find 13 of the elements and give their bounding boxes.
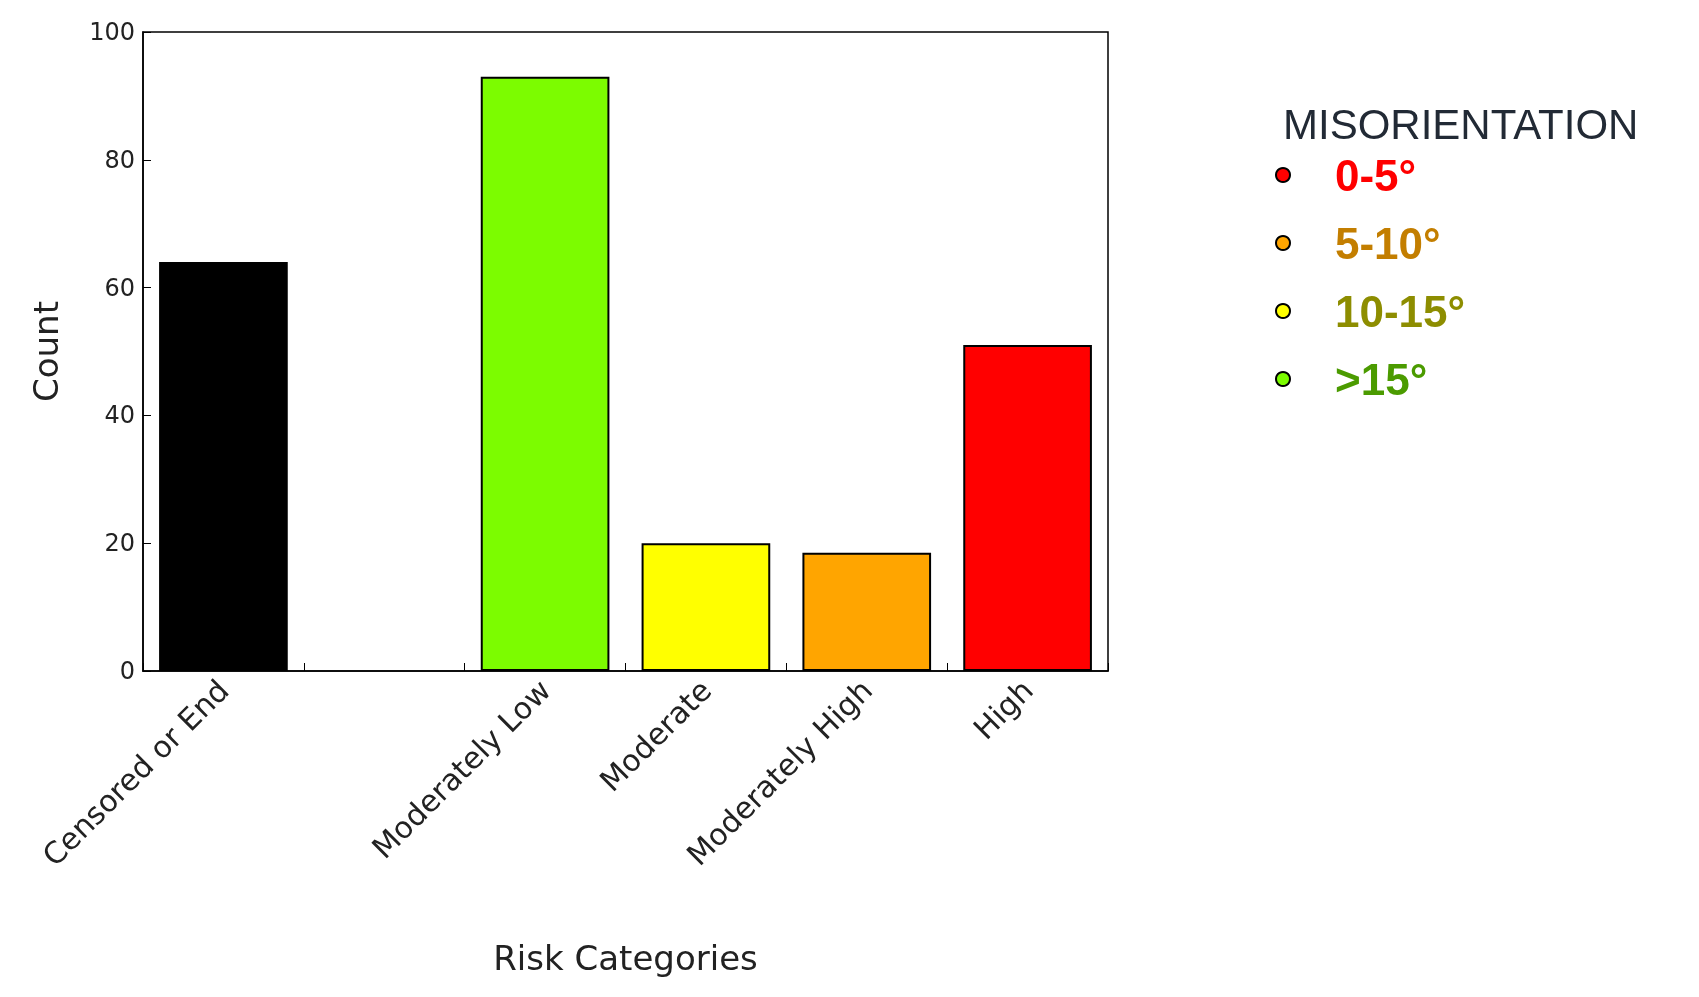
y-tick-label: 80 <box>104 145 135 174</box>
y-tick-label: 40 <box>104 401 135 430</box>
y-tick-label: 0 <box>119 657 135 685</box>
legend-label: 0-5° <box>1335 150 1417 200</box>
x-axis-title: Risk Categories <box>493 938 758 978</box>
legend-label: >15° <box>1335 354 1428 404</box>
legend-label: 5-10° <box>1335 218 1441 268</box>
y-tick-label: 20 <box>104 529 135 558</box>
y-axis-title: Count <box>26 301 66 402</box>
y-tick-label: 60 <box>104 273 135 302</box>
legend-label: 10-15° <box>1335 286 1466 336</box>
y-tick-label: 100 <box>89 18 135 46</box>
legend-title: MISORIENTATION <box>1283 100 1639 148</box>
